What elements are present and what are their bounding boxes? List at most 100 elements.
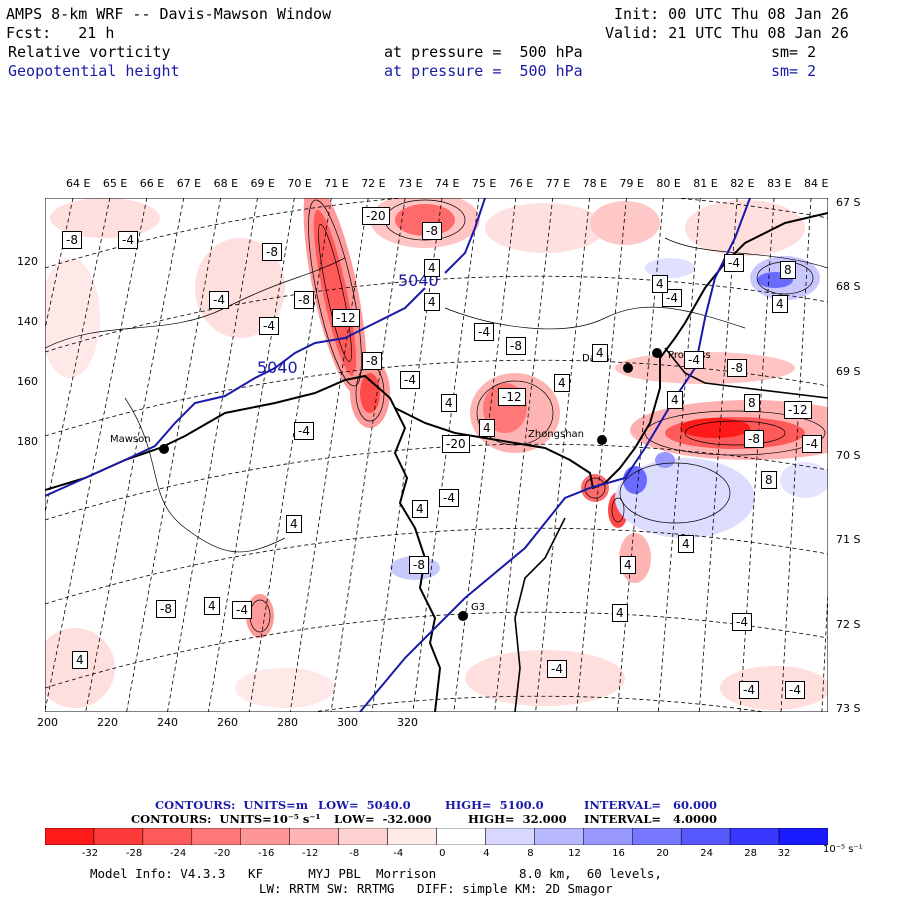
field2-level: at pressure = 500 hPa: [384, 62, 583, 80]
colorbar-label: -20: [213, 848, 231, 859]
colorbar-label: 32: [777, 848, 791, 859]
vorticity-contour-label: -20: [362, 207, 390, 225]
vorticity-contour-label: -4: [732, 613, 752, 631]
colorbar-swatch: [142, 828, 193, 845]
colorbar-label: 12: [568, 848, 581, 859]
colorbar-swatch: [583, 828, 633, 845]
geopotential-contour-5040-east: [444, 198, 486, 274]
legend-geopotential-interval: INTERVAL= 60.000: [584, 798, 718, 812]
latitude-label: 67 S: [836, 196, 861, 209]
colorbar-label: 4: [483, 848, 490, 859]
vorticity-contour-label: -4: [802, 435, 822, 453]
vorticity-contour-label: 4: [412, 500, 428, 518]
vorticity-contour-label: 4: [592, 344, 608, 362]
latitude-label: 71 S: [836, 533, 861, 547]
longitude-label: 83 E: [767, 177, 792, 190]
colorbar-swatch: [191, 828, 241, 845]
vorticity-contour-label: 4: [441, 394, 457, 412]
field1-name: Relative vorticity: [8, 43, 171, 61]
forecast-hour: Fcst: 21 h: [6, 24, 115, 42]
latitude-label: 69 S: [836, 364, 861, 378]
ice-shelf-edge: [394, 212, 828, 490]
vorticity-contour-label: -4: [684, 351, 704, 369]
colorbar-swatch: [387, 828, 437, 845]
vorticity-contour-label: 4: [667, 391, 683, 409]
vorticity-contour-label: 4: [424, 259, 440, 277]
vorticity-contour-label: -12: [784, 401, 812, 419]
grid-y-tick: 180: [17, 435, 38, 448]
map-title: AMPS 8-km WRF -- Davis-Mawson Window: [6, 5, 332, 23]
longitude-label: 76 E: [508, 177, 534, 190]
field1-smoothing: sm= 2: [771, 43, 817, 61]
legend-vorticity-interval: INTERVAL= 4.0000: [584, 812, 718, 826]
station-label-mawson: Mawson: [110, 434, 151, 445]
grid-x-tick: 320: [397, 716, 418, 729]
longitude-label: 64 E: [66, 177, 91, 190]
longitude-label: 81 E: [693, 177, 718, 190]
grid-y-tick: 160: [17, 375, 38, 388]
colorbar-swatch: [485, 828, 535, 845]
colorbar-swatch: [632, 828, 682, 845]
colorbar-units: 10⁻⁵ s⁻¹: [823, 844, 863, 855]
vorticity-contour-label: -4: [547, 660, 567, 678]
field2-smoothing: sm= 2: [771, 62, 817, 80]
longitude-label: 78 E: [582, 177, 608, 190]
colorbar-swatch: [778, 828, 828, 845]
vorticity-contour-label: -4: [474, 323, 494, 341]
grid-y-tick: 140: [17, 315, 38, 328]
vorticity-contour-label: -12: [332, 309, 360, 327]
colorbar-label: 0: [439, 848, 446, 859]
longitude-label: 75 E: [471, 177, 497, 190]
colorbar-label: -28: [125, 848, 143, 859]
longitude-label: 70 E: [287, 177, 312, 190]
legend-geopotential-high: HIGH= 5100.0: [445, 798, 544, 812]
vorticity-contour-label: -8: [506, 337, 526, 355]
geopotential-contour-5040-south: [359, 198, 751, 712]
colorbar-label: 8: [527, 848, 534, 859]
colorbar-swatch: [729, 828, 780, 845]
station-label-g3: G3: [471, 602, 486, 613]
vorticity-contour-label: -4: [785, 681, 805, 699]
grid-x-tick: 260: [217, 716, 238, 729]
longitude-label: 67 E: [176, 177, 202, 190]
vorticity-contour-label: 4: [772, 295, 788, 313]
longitude-label: 66 E: [139, 177, 165, 190]
colorbar-swatch: [534, 828, 584, 845]
init-time: Init: 00 UTC Thu 08 Jan 26: [614, 5, 849, 23]
model-info: Model Info: V4.3.3 KF MYJ PBL Morrison 8…: [90, 866, 662, 881]
colorbar-swatch: [436, 828, 486, 845]
longitude-label: 80 E: [656, 177, 681, 190]
vorticity-contour-label: -4: [209, 291, 229, 309]
vorticity-contour-label: 8: [761, 471, 777, 489]
vorticity-contour-label: 4: [554, 374, 570, 392]
longitude-label: 69 E: [250, 177, 275, 190]
grid-y-tick: 120: [17, 255, 38, 268]
longitude-label: 65 E: [102, 177, 128, 190]
colorbar-label: 16: [612, 848, 625, 859]
colorbar-label: 20: [656, 848, 669, 859]
colorbar-label: -16: [258, 848, 275, 859]
vorticity-contour-label: -8: [62, 231, 82, 249]
colorbar-label: -4: [393, 848, 404, 859]
vorticity-contour-label: -8: [422, 222, 442, 240]
vorticity-contour-label: 4: [678, 535, 694, 553]
vorticity-contour-label: 4: [72, 651, 88, 669]
grid-x-tick: 300: [337, 716, 358, 729]
vorticity-contour-label: -8: [362, 352, 382, 370]
vorticity-contour-label: -4: [739, 681, 759, 699]
longitude-label: 77 E: [545, 177, 571, 190]
colorbar-label: 24: [700, 848, 713, 859]
vorticity-contour-label: -12: [498, 388, 526, 406]
vorticity-contour-label: 4: [424, 293, 440, 311]
vorticity-contour-label: -8: [294, 291, 314, 309]
colorbar-label: -8: [349, 848, 360, 859]
station-markers: [159, 348, 662, 621]
legend-geopotential-low: LOW= 5040.0: [318, 798, 411, 812]
geopotential-contour-5040-west: [45, 287, 426, 497]
longitude-label: 72 E: [361, 177, 386, 190]
colorbar-swatch: [240, 828, 290, 845]
longitude-label: 68 E: [213, 177, 239, 190]
latitude-label: 73 S: [836, 701, 861, 715]
legend-vorticity-high: HIGH= 32.000: [468, 812, 567, 826]
vorticity-contour-label: -20: [442, 435, 470, 453]
